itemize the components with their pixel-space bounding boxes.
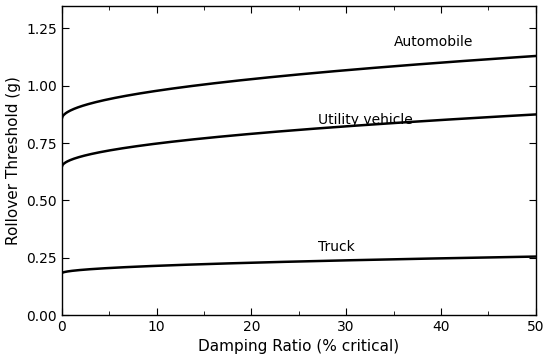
- Text: Automobile: Automobile: [393, 35, 473, 49]
- Text: Utility vehicle: Utility vehicle: [318, 113, 412, 127]
- X-axis label: Damping Ratio (% critical): Damping Ratio (% critical): [198, 339, 399, 355]
- Y-axis label: Rollover Threshold (g): Rollover Threshold (g): [6, 76, 20, 245]
- Text: Truck: Truck: [318, 240, 354, 254]
